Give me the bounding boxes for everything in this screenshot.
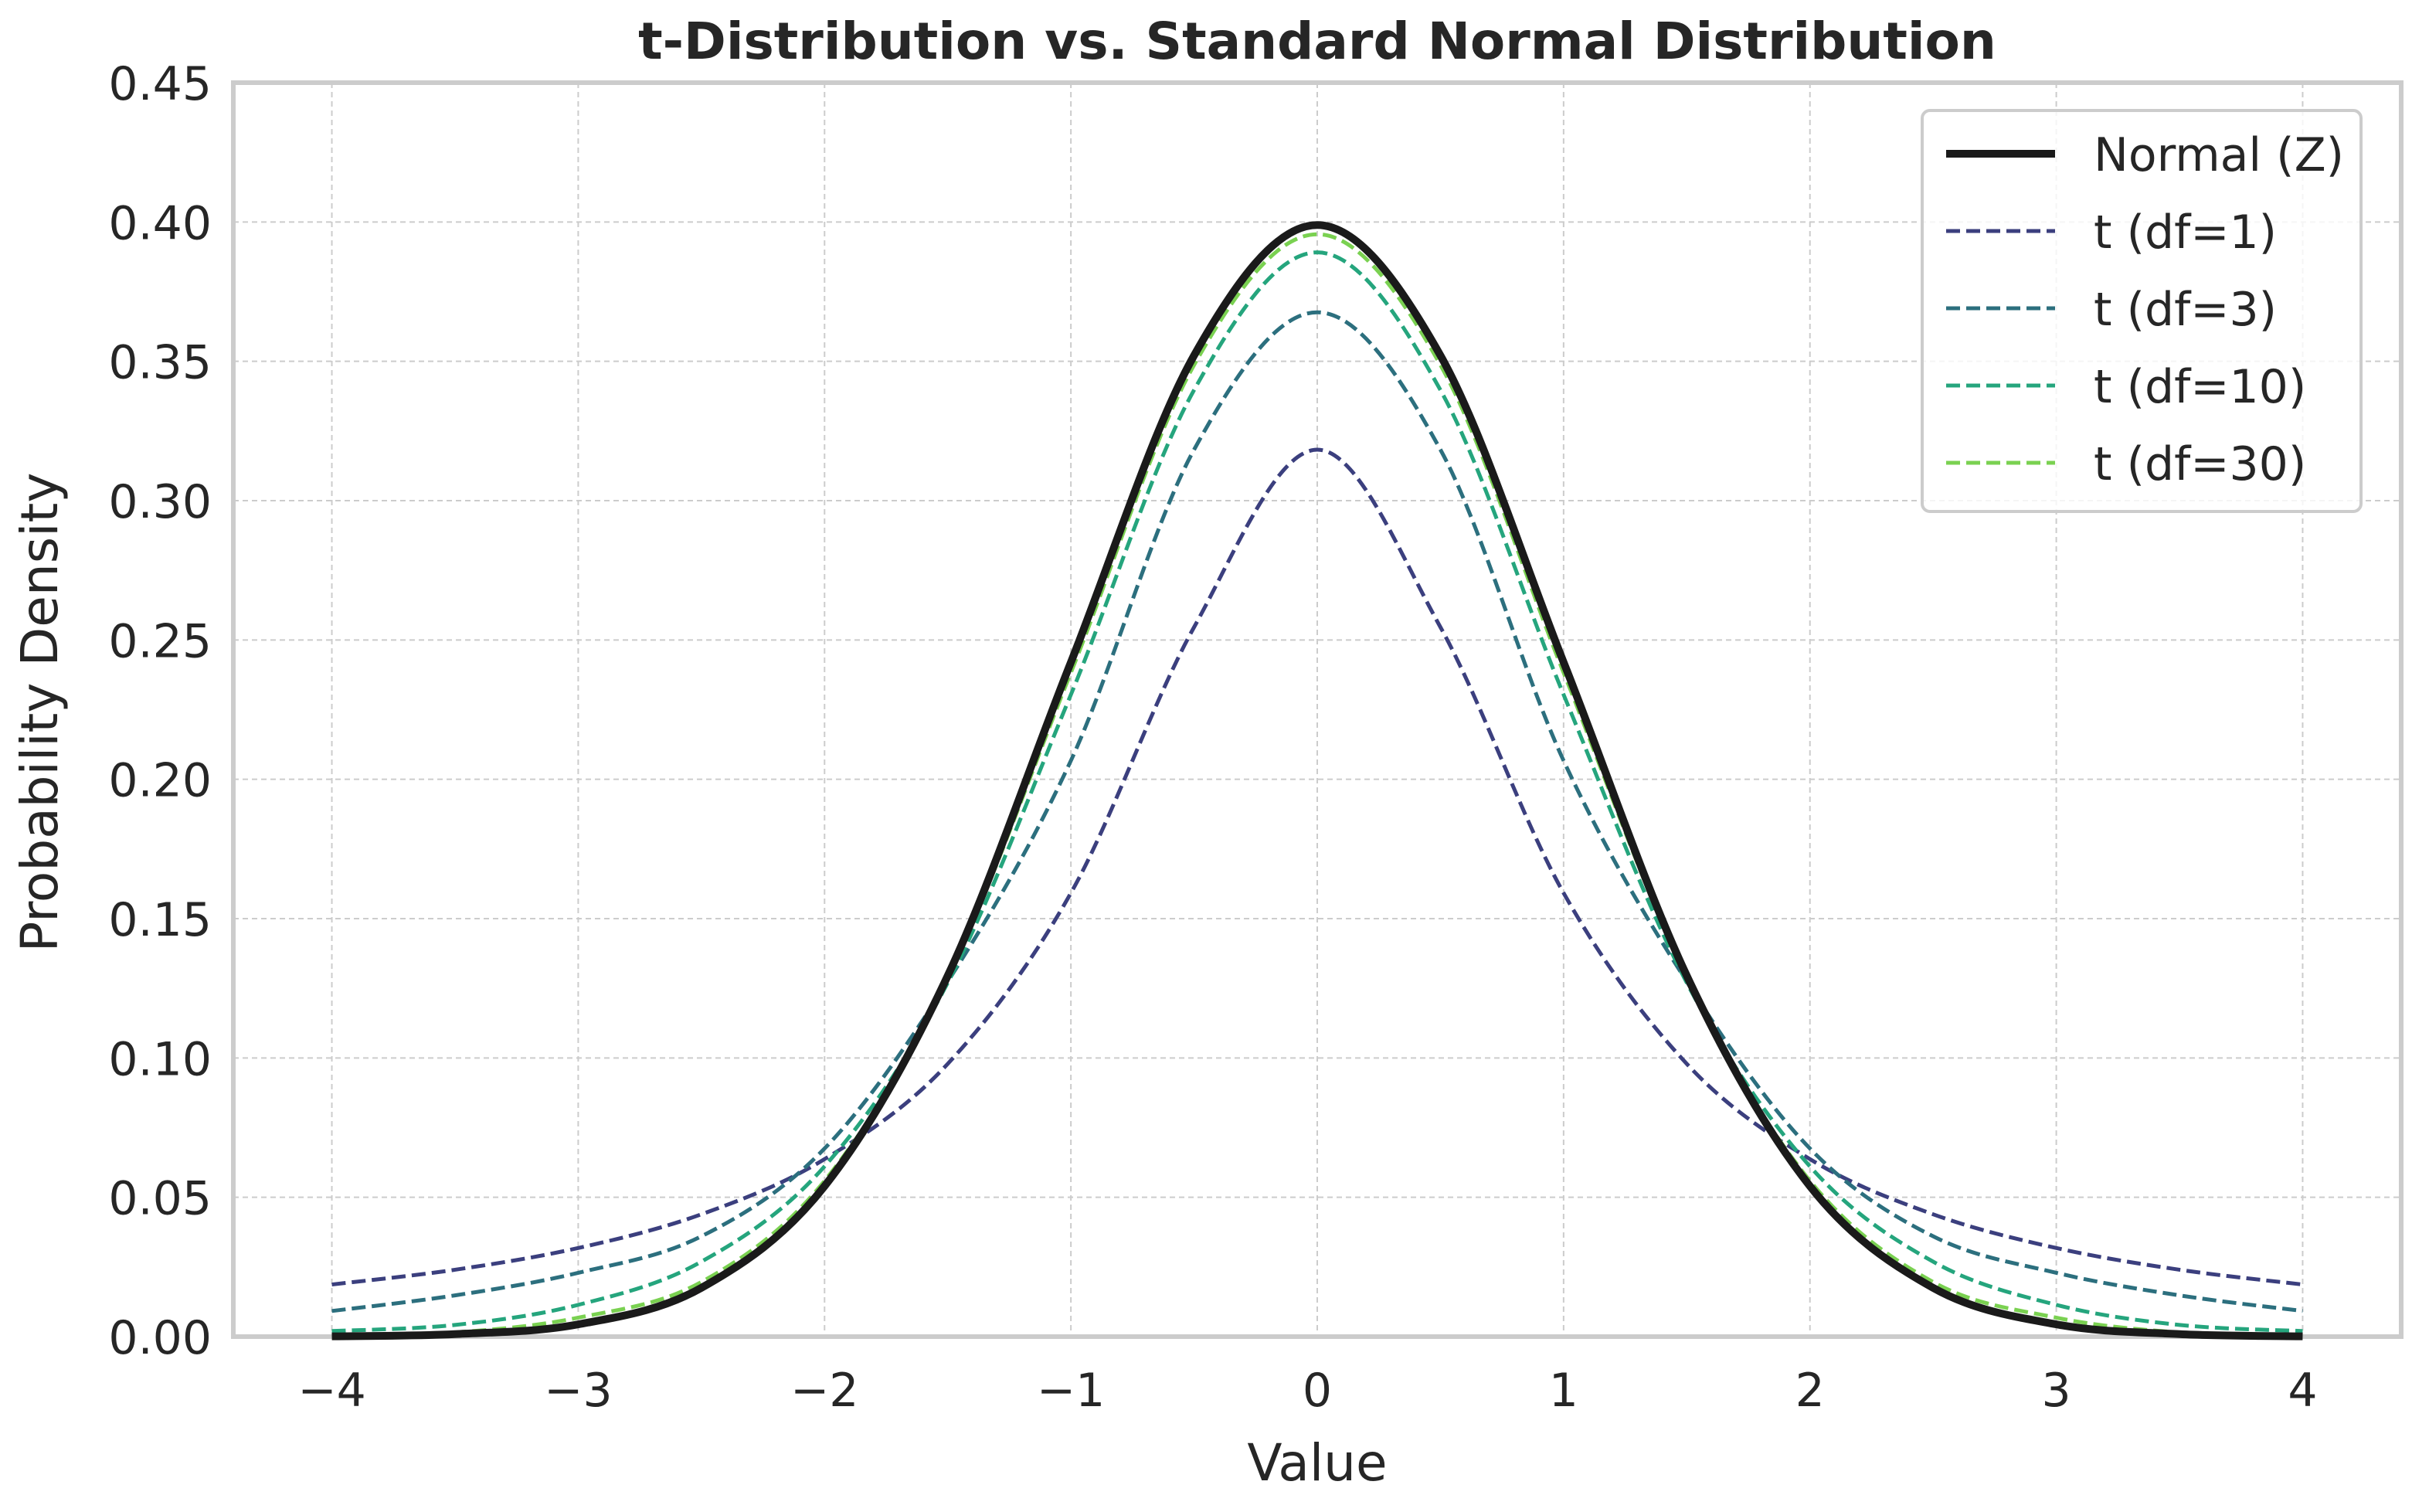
legend-label: t (df=10) — [2094, 360, 2306, 414]
tick-labels: −4 −3 −2 −1 0 1 2 3 4 0.00 0.05 0.10 0.15 0.20 0.25 0.3… — [108, 57, 2317, 1418]
legend-label: Normal (Z) — [2094, 128, 2344, 182]
y-tick-label: 0.00 — [108, 1311, 212, 1365]
legend-frame — [1921, 109, 2363, 513]
x-tick-label: −3 — [544, 1364, 612, 1418]
y-tick-label: 0.30 — [108, 475, 212, 529]
series-line-1 — [331, 447, 2303, 1287]
x-tick-label: 4 — [2288, 1364, 2317, 1418]
y-tick-label: 0.10 — [108, 1032, 212, 1086]
y-tick-label: 0.05 — [108, 1172, 212, 1226]
legend: Normal (Z) t (df=1) t (df=3) t (df=10) t (df… — [1921, 109, 2363, 513]
y-tick-label: 0.25 — [108, 614, 212, 668]
series-line-4 — [331, 232, 2303, 1338]
plot-frame — [231, 80, 2404, 1339]
legend-label: t (df=3) — [2094, 283, 2277, 337]
x-tick-label: 1 — [1549, 1364, 1578, 1418]
chart-title: t-Distribution vs. Standard Normal Distr… — [638, 12, 1996, 71]
x-tick-label: −2 — [790, 1364, 858, 1418]
y-tick-label: 0.15 — [108, 893, 212, 947]
x-tick-label: 0 — [1303, 1364, 1332, 1418]
x-tick-label: 2 — [1795, 1364, 1825, 1418]
series-line-0 — [331, 221, 2303, 1340]
x-tick-label: −4 — [297, 1364, 365, 1418]
x-tick-label: −1 — [1037, 1364, 1105, 1418]
legend-label: t (df=30) — [2094, 437, 2306, 491]
series-lines — [331, 221, 2303, 1340]
legend-label: t (df=1) — [2094, 206, 2277, 260]
y-tick-label: 0.35 — [108, 336, 212, 390]
x-axis-label: Value — [1247, 1433, 1387, 1493]
y-tick-label: 0.45 — [108, 57, 212, 111]
series-line-2 — [331, 310, 2303, 1313]
y-axis-label: Probability Density — [10, 473, 70, 953]
x-tick-label: 3 — [2041, 1364, 2071, 1418]
y-tick-label: 0.40 — [108, 196, 212, 250]
series-line-3 — [331, 250, 2303, 1334]
y-tick-label: 0.20 — [108, 754, 212, 808]
